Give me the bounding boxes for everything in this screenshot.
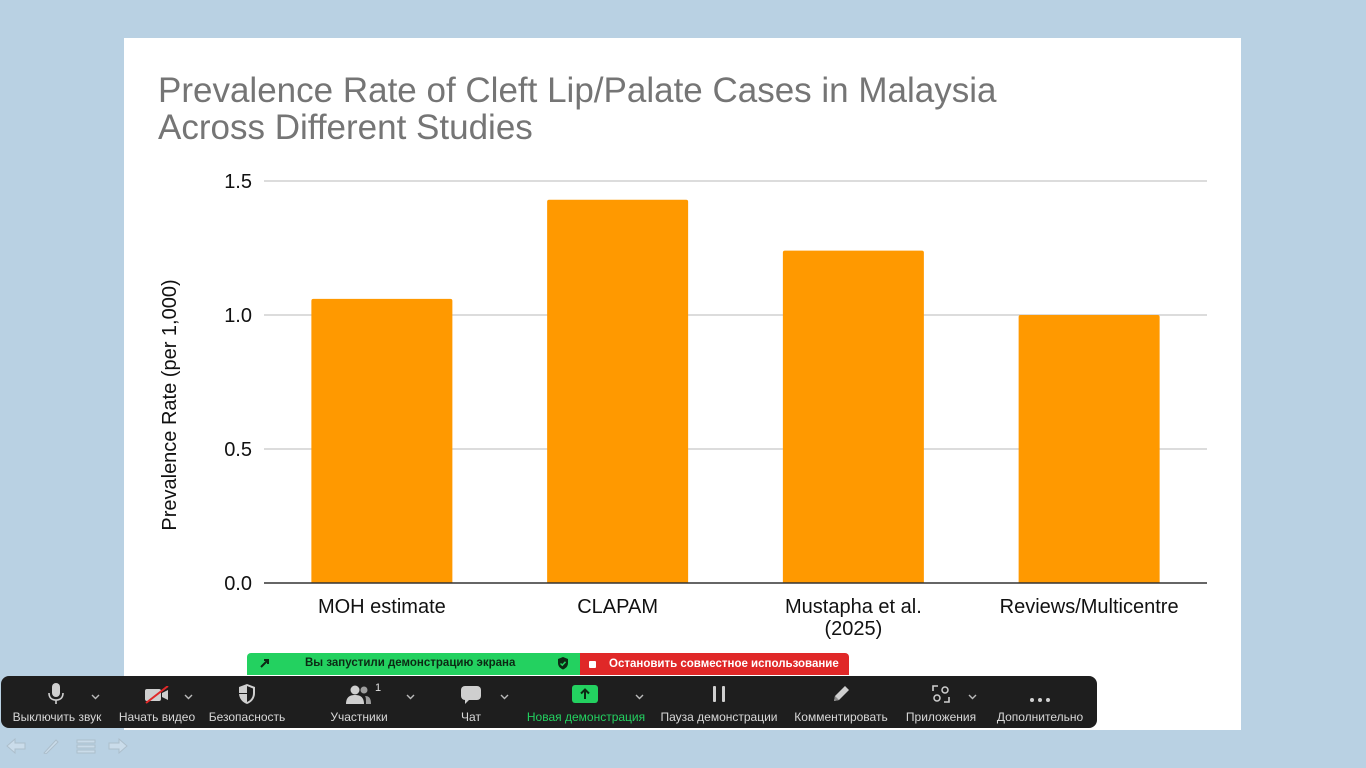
start-video-button[interactable]: Начать видео bbox=[113, 676, 201, 728]
y-axis-label: Prevalence Rate (per 1,000) bbox=[159, 279, 181, 530]
participants-chevron-icon[interactable] bbox=[406, 687, 415, 705]
annotate-button[interactable]: Комментировать bbox=[787, 676, 897, 728]
shield-check-icon bbox=[557, 657, 569, 673]
chat-bubble-icon bbox=[460, 685, 482, 710]
microphone-icon bbox=[48, 683, 64, 710]
menu-icon[interactable] bbox=[76, 738, 96, 759]
bar bbox=[782, 250, 924, 583]
annotate-label: Комментировать bbox=[794, 710, 888, 724]
bar bbox=[311, 298, 453, 583]
more-dots-icon bbox=[1029, 690, 1051, 708]
new-share-label: Новая демонстрация bbox=[526, 710, 646, 724]
pause-share-label: Пауза демонстрации bbox=[660, 710, 778, 724]
bar-chart: 0.0 0.5 1.0 1.5 MOH estimate CLAPAM Mustapha e… bbox=[159, 171, 1207, 640]
chart-title-line-1: Prevalence Rate of Cleft Lip/Palate Case… bbox=[158, 71, 997, 110]
next-arrow-icon[interactable] bbox=[108, 737, 128, 759]
x-tick-label: CLAPAM bbox=[577, 596, 658, 618]
pen-icon[interactable] bbox=[42, 738, 60, 759]
participants-button[interactable]: 1 Участники bbox=[311, 676, 406, 728]
slideshow-nav bbox=[6, 737, 136, 759]
audio-options-chevron-icon[interactable] bbox=[91, 687, 100, 705]
video-options-chevron-icon[interactable] bbox=[184, 687, 193, 705]
prev-arrow-icon[interactable] bbox=[6, 737, 26, 759]
apps-label: Приложения bbox=[905, 710, 977, 724]
sharing-indicator: Вы запустили демонстрацию экрана bbox=[247, 653, 580, 675]
pause-share-button[interactable]: Пауза демонстрации bbox=[656, 676, 782, 728]
share-banner: Вы запустили демонстрацию экрана Останов… bbox=[247, 653, 849, 675]
apps-button[interactable]: Приложения bbox=[899, 676, 983, 728]
chart-title: Prevalence Rate of Cleft Lip/Palate Case… bbox=[158, 72, 1158, 146]
participants-label: Участники bbox=[330, 710, 388, 724]
share-arrow-icon bbox=[259, 657, 271, 672]
x-tick-label: MOH estimate bbox=[318, 596, 446, 618]
apps-icon bbox=[932, 685, 950, 708]
stop-sharing-button[interactable]: Остановить совместное использование bbox=[580, 653, 849, 675]
pause-icon bbox=[711, 686, 727, 707]
mute-button[interactable]: Выключить звук bbox=[1, 676, 113, 728]
participants-icon bbox=[346, 685, 372, 710]
stop-sharing-label: Остановить совместное использование bbox=[609, 658, 839, 670]
presentation-slide: Prevalence Rate of Cleft Lip/Palate Case… bbox=[124, 38, 1241, 730]
y-tick-label: 0.5 bbox=[224, 439, 252, 461]
x-tick-label: Reviews/Multicentre bbox=[1000, 596, 1179, 618]
more-button[interactable]: Дополнительно bbox=[989, 676, 1089, 728]
y-tick-label: 1.0 bbox=[224, 305, 252, 327]
new-share-button[interactable]: Новая демонстрация bbox=[523, 676, 651, 728]
mute-label: Выключить звук bbox=[12, 710, 102, 724]
sharing-status-text: Вы запустили демонстрацию экрана bbox=[305, 657, 516, 669]
chat-button[interactable]: Чат bbox=[431, 676, 511, 728]
x-tick-label: (2025) bbox=[824, 618, 882, 640]
share-options-chevron-icon[interactable] bbox=[635, 687, 644, 705]
chat-label: Чат bbox=[461, 710, 481, 724]
pencil-icon bbox=[832, 685, 850, 708]
meeting-toolbar: Выключить звук Начать видео Безопасность… bbox=[1, 676, 1097, 728]
chart-title-line-2: Across Different Studies bbox=[158, 108, 533, 147]
bar bbox=[547, 199, 689, 583]
security-label: Безопасность bbox=[208, 710, 286, 724]
start-video-label: Начать видео bbox=[118, 710, 196, 724]
security-button[interactable]: Безопасность bbox=[205, 676, 293, 728]
stop-square-icon bbox=[589, 660, 596, 668]
bar bbox=[1018, 315, 1160, 583]
participants-count: 1 bbox=[375, 682, 382, 694]
share-screen-icon bbox=[572, 685, 598, 708]
more-label: Дополнительно bbox=[996, 710, 1084, 724]
y-tick-label: 0.0 bbox=[224, 573, 252, 595]
chat-chevron-icon[interactable] bbox=[500, 687, 509, 705]
apps-chevron-icon[interactable] bbox=[968, 687, 977, 705]
y-tick-label: 1.5 bbox=[224, 171, 252, 193]
x-tick-label: Mustapha et al. bbox=[785, 596, 922, 618]
video-off-icon bbox=[144, 685, 170, 709]
shield-icon bbox=[238, 684, 256, 710]
